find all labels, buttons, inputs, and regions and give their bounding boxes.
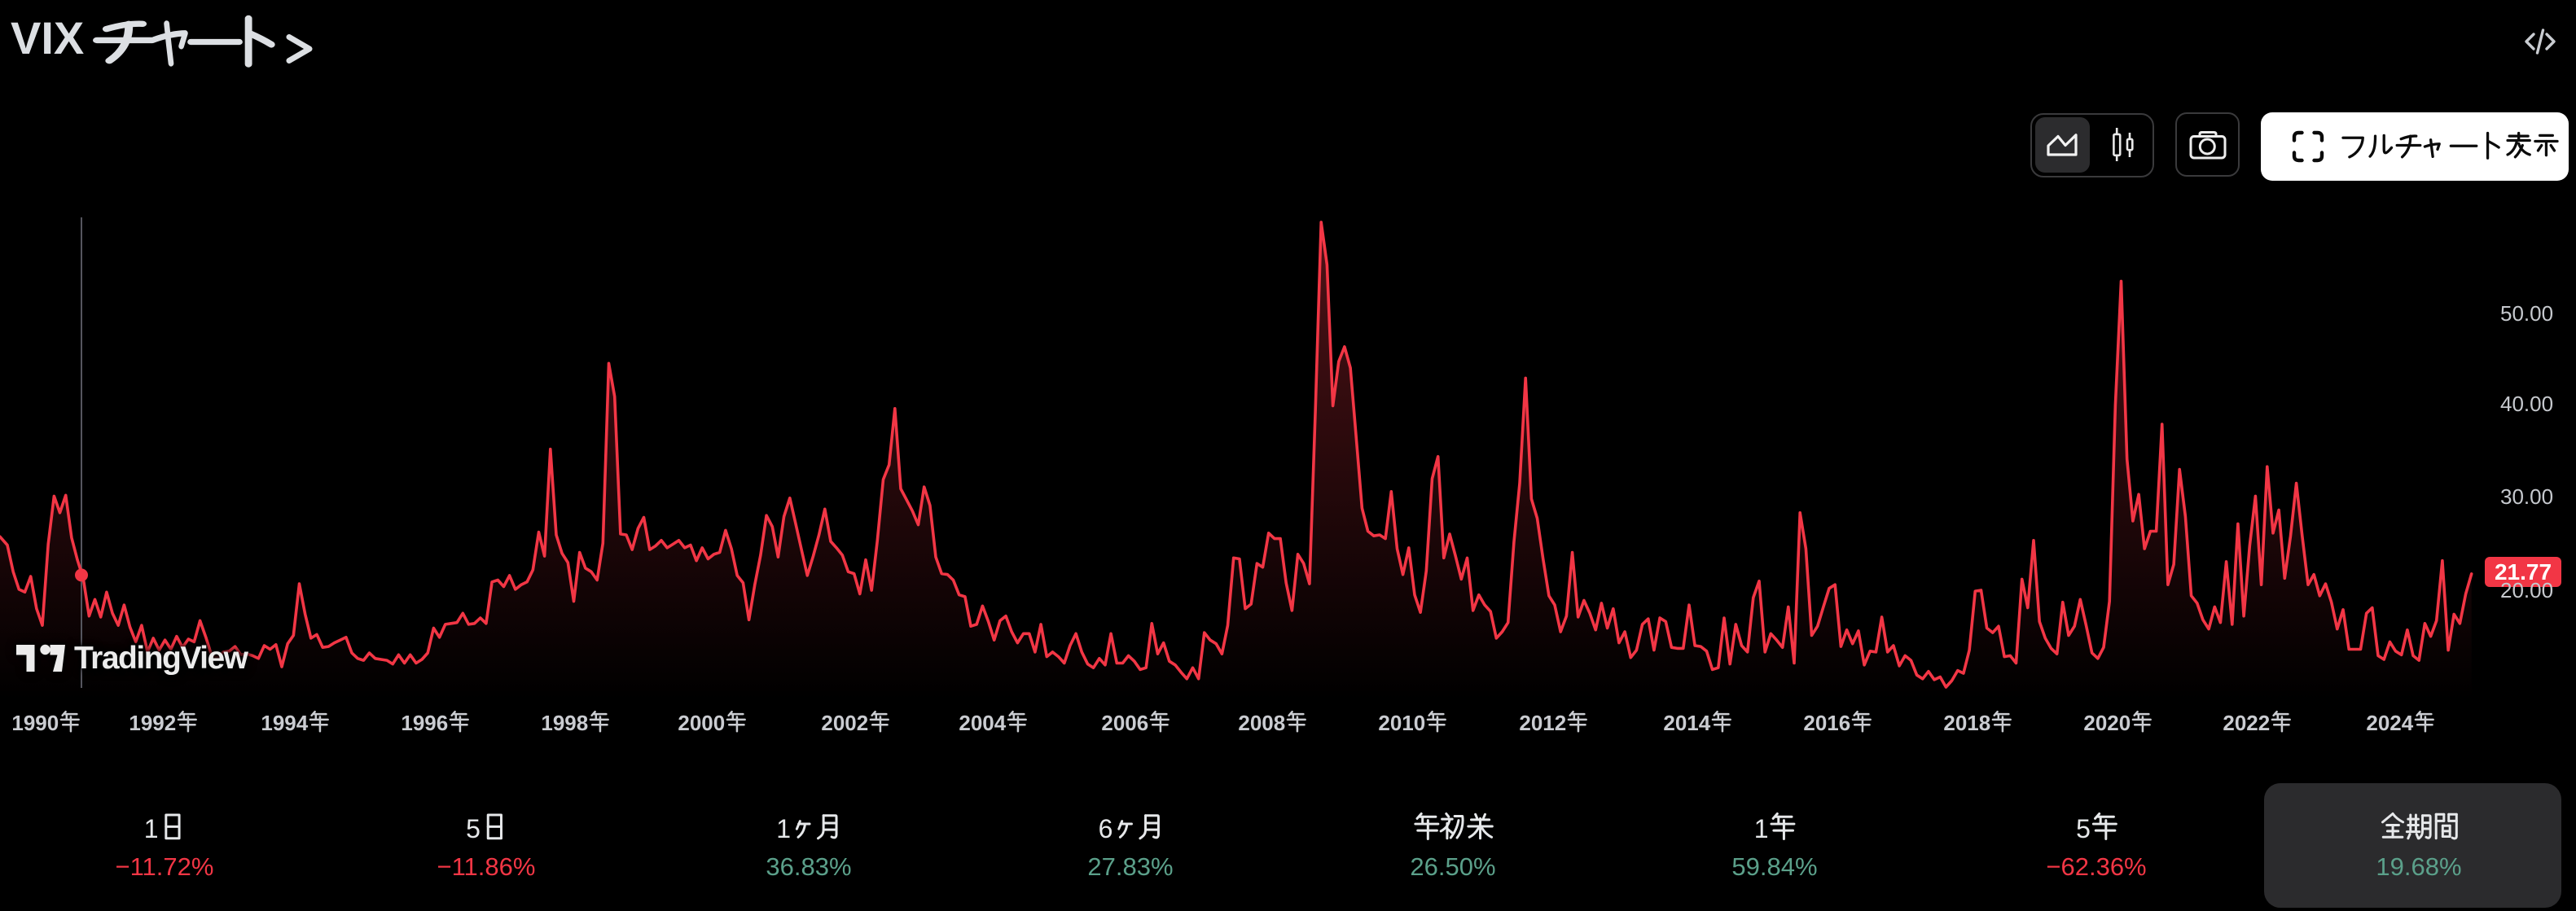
svg-text:5: 5 [2076, 814, 2091, 843]
svg-text:2002: 2002 [821, 711, 868, 735]
svg-text:2016: 2016 [1803, 711, 1850, 735]
svg-text:2018: 2018 [1943, 711, 1990, 735]
svg-text:1: 1 [1754, 814, 1769, 843]
svg-text:1998: 1998 [541, 711, 588, 735]
svg-text:1994: 1994 [261, 711, 308, 735]
svg-text:2020: 2020 [2083, 711, 2131, 735]
svg-text:2004: 2004 [959, 711, 1006, 735]
svg-text:2008: 2008 [1238, 711, 1285, 735]
svg-text:2014: 2014 [1663, 711, 1710, 735]
svg-text:1990: 1990 [11, 711, 59, 735]
svg-text:5: 5 [466, 814, 481, 843]
svg-text:1: 1 [144, 814, 159, 843]
svg-text:2022: 2022 [2223, 711, 2270, 735]
svg-text:2000: 2000 [678, 711, 725, 735]
svg-text:6: 6 [1099, 814, 1113, 843]
svg-text:2024: 2024 [2366, 711, 2413, 735]
svg-text:2006: 2006 [1101, 711, 1148, 735]
svg-text:2010: 2010 [1378, 711, 1425, 735]
svg-text:2012: 2012 [1519, 711, 1566, 735]
svg-text:1996: 1996 [401, 711, 448, 735]
svg-text:1: 1 [776, 814, 791, 843]
svg-text:1992: 1992 [129, 711, 176, 735]
